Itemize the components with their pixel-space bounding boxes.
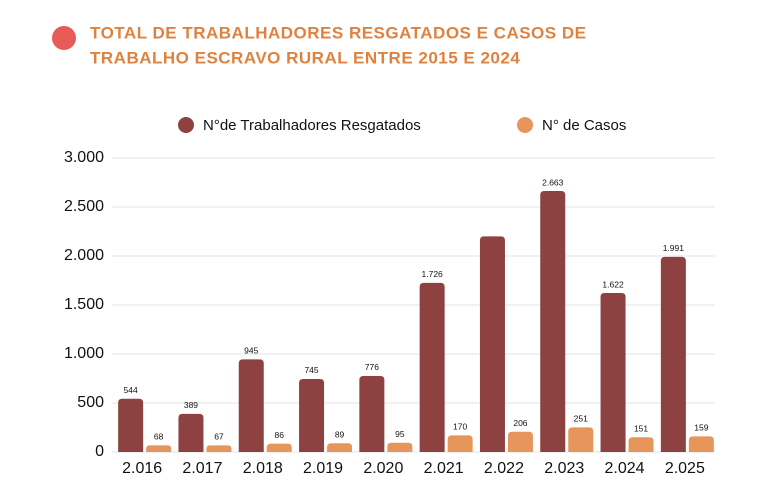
bar [628,437,654,452]
value-label: 544 [124,385,138,395]
x-tick-label: 2.016 [122,460,162,477]
x-tick-label: 2.018 [243,460,283,477]
bar [387,442,413,452]
y-tick-label: 3.000 [64,149,104,166]
bar [688,436,714,452]
value-label: 170 [453,422,467,432]
bar [266,443,292,452]
x-tick-label: 2.022 [484,460,524,477]
bar [238,359,264,452]
legend-swatch [178,117,194,133]
value-label: 1.726 [422,269,444,279]
bar [447,435,473,452]
bar [299,378,325,452]
value-label: 945 [244,346,258,356]
x-tick-label: 2.024 [605,460,645,477]
y-tick-label: 1.000 [64,345,104,362]
bar [479,236,505,452]
value-label: 95 [395,429,405,439]
legend-label: N°de Trabalhadores Resgatados [203,117,421,134]
x-tick-label: 2.025 [665,460,705,477]
value-label: 389 [184,400,198,410]
bar [327,443,353,452]
bar [600,293,626,452]
y-tick-label: 0 [95,443,104,460]
value-label: 159 [694,423,708,433]
value-label: 68 [154,432,164,442]
x-tick-label: 2.017 [182,460,222,477]
value-label: 745 [304,365,318,375]
value-label: 67 [214,432,224,442]
value-label: 86 [275,430,285,440]
bar [206,445,232,452]
y-tick-label: 1.500 [64,296,104,313]
value-label: 89 [335,430,345,440]
value-label: 1.622 [602,279,624,289]
bar [359,375,385,452]
legend-label: N° de Casos [542,117,626,134]
y-tick-label: 2.500 [64,198,104,215]
bar [118,398,144,452]
bar [419,282,445,452]
bar [540,191,566,452]
x-tick-label: 2.020 [363,460,403,477]
y-tick-label: 2.000 [64,247,104,264]
legend-swatch [517,117,533,133]
x-tick-label: 2.023 [544,460,584,477]
value-label: 776 [365,362,379,372]
value-label: 1.991 [663,243,685,253]
x-tick-label: 2.019 [303,460,343,477]
bar [660,256,686,452]
bar [178,413,204,452]
value-label: 206 [513,418,527,428]
chart-title: TRABALHO ESCRAVO RURAL ENTRE 2015 E 2024 [90,48,520,67]
chart-title: TOTAL DE TRABALHADORES RESGATADOS E CASO… [90,23,586,42]
y-tick-label: 500 [77,394,104,411]
x-tick-label: 2.021 [424,460,464,477]
value-label: 151 [634,423,648,433]
title-icon [52,26,76,50]
bar [146,445,172,452]
bar [568,427,594,452]
bar [507,431,533,452]
value-label: 251 [574,414,588,424]
value-label: 2.663 [542,177,564,187]
